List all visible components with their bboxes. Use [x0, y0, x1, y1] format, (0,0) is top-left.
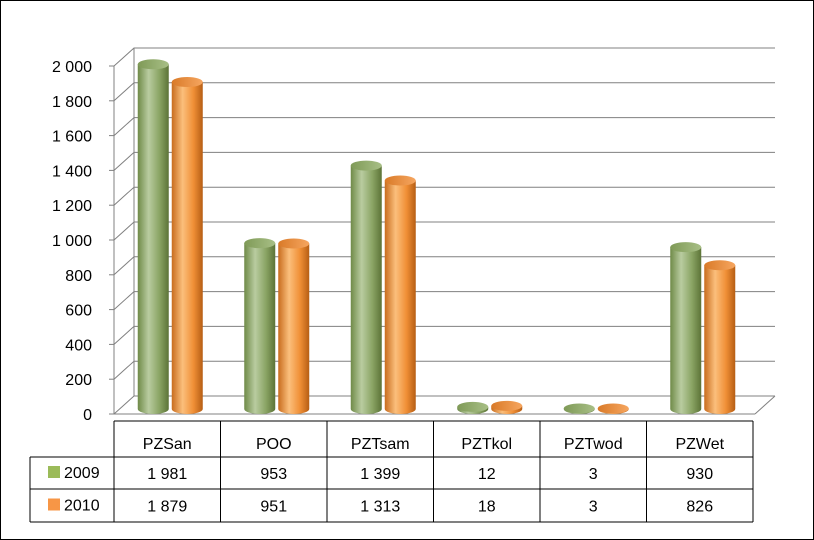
bar-top-2010-PZWet: [704, 260, 736, 271]
y-tick-label: 800: [65, 268, 92, 285]
gridline: [113, 325, 775, 345]
data-label: 951: [260, 499, 287, 516]
data-label: 3: [589, 499, 598, 516]
category-label: POO: [256, 436, 292, 453]
y-tick-label: 0: [83, 407, 92, 424]
y-tick-labels: 0 200 400 600 800 1 000 1 200 1 400 1 600 1 800 2 …: [52, 59, 92, 424]
legend-label-2009: 2009: [64, 465, 100, 482]
gridline: [113, 186, 775, 206]
bar-top-2009-PZSan: [137, 59, 169, 70]
data-label: 1 981: [147, 466, 187, 483]
legend-key-2010: [48, 498, 60, 511]
bar-2009-PZSan: [137, 64, 169, 414]
legend-key-2009: [48, 466, 60, 478]
data-label: 18: [478, 499, 496, 516]
data-label: 12: [478, 466, 496, 483]
gridline: [113, 117, 775, 136]
bar-top-2009-PZTwod: [563, 403, 595, 414]
bar-2010-PZTsam: [384, 180, 416, 414]
category-label: PZTwod: [564, 436, 623, 453]
data-label: 826: [686, 499, 713, 516]
bar-top-2010-POO: [278, 238, 310, 249]
bar-2010-PZSan: [171, 82, 203, 414]
bar-2009-PZTsam: [350, 165, 382, 414]
gridline: [113, 151, 775, 171]
bar-2010-POO: [278, 243, 310, 414]
gridline: [113, 395, 775, 415]
data-table: PZSan POO PZTsam PZTkol PZTwod PZWet 2009 1 981…: [29, 420, 754, 523]
bar-top-2009-PZWet: [670, 242, 702, 253]
y-tick-label: 1 200: [52, 198, 92, 215]
bar-top-2010-PZTsam: [384, 175, 416, 186]
category-label: PZSan: [143, 436, 192, 453]
data-label: 1 313: [360, 499, 400, 516]
y-tick-label: 600: [65, 303, 92, 320]
y-tick-label: 200: [65, 372, 92, 389]
category-label: PZTsam: [351, 436, 410, 453]
y-tick-label: 1 400: [52, 163, 92, 180]
floor-right-edge: [754, 395, 776, 415]
gridline: [113, 360, 775, 380]
data-label: 1 399: [360, 466, 400, 483]
category-label: PZTkol: [461, 436, 512, 453]
bar-top-2010-PZTkol: [491, 400, 523, 411]
data-label: 3: [589, 466, 598, 483]
bar-2009-PZWet: [670, 247, 702, 414]
gridline: [113, 291, 775, 310]
bar-2009-POO: [244, 243, 276, 414]
bar-2010-PZWet: [704, 265, 736, 414]
chart-bars: [137, 59, 736, 414]
gridline: [113, 221, 775, 241]
legend-label-2010: 2010: [64, 498, 100, 515]
y-tick-label: 1 000: [52, 233, 92, 250]
category-label: PZWet: [675, 436, 724, 453]
y-tick-label: 1 600: [52, 129, 92, 146]
gridline: [113, 82, 775, 102]
data-label: 1 879: [147, 499, 187, 516]
y-tick-label: 1 800: [52, 94, 92, 111]
bar-top-2010-PZSan: [171, 77, 203, 88]
chart-axes: [109, 47, 776, 415]
gridline: [113, 47, 775, 67]
y-tick-label: 2 000: [52, 59, 92, 76]
y-tick-label: 400: [65, 337, 92, 354]
bar-top-2010-PZTwod: [597, 403, 629, 414]
bar-top-2009-POO: [244, 238, 276, 249]
gridline: [113, 256, 775, 276]
bar-top-2009-PZTsam: [350, 160, 382, 171]
bar-top-2009-PZTkol: [457, 401, 489, 412]
data-label: 953: [260, 466, 287, 483]
data-label: 930: [686, 466, 713, 483]
